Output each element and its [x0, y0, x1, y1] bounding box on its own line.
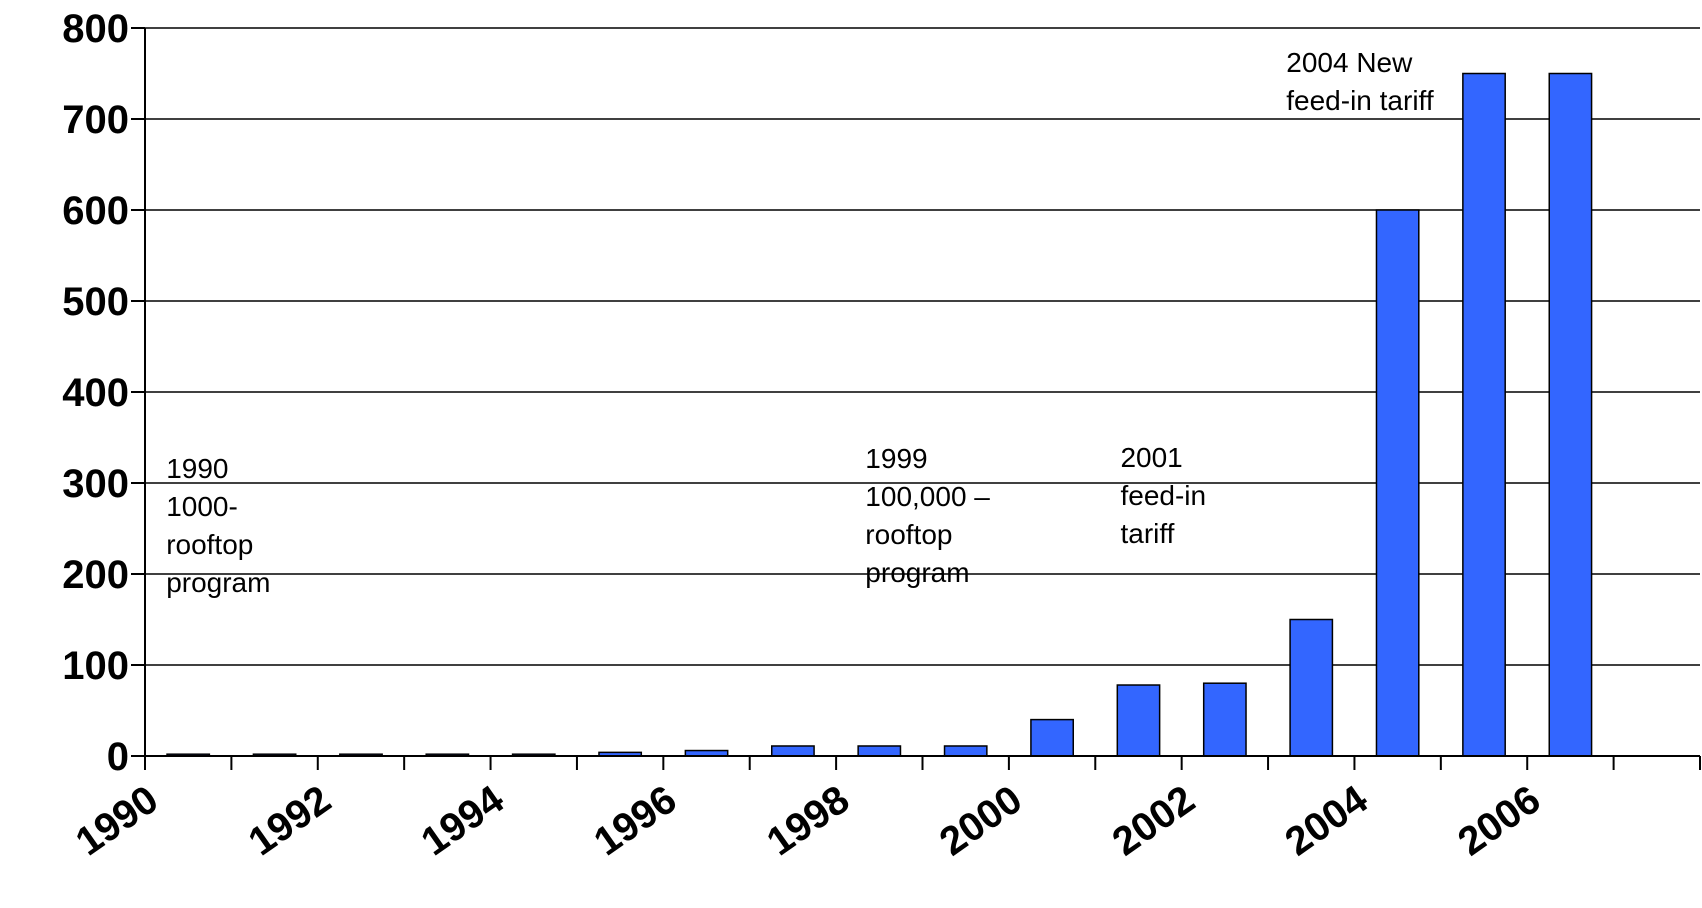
- annotation-line: 100,000 –: [865, 481, 990, 512]
- y-tick-labels: 0 100 200 300 400 500 600 700 800: [62, 7, 129, 779]
- annotation-line: 1990: [166, 453, 228, 484]
- bar-2003: [1289, 618, 1334, 757]
- x-tick-label: 2000: [932, 777, 1030, 864]
- y-tick-label: 500: [62, 280, 129, 324]
- x-tick-label: 1998: [759, 777, 857, 864]
- x-tick-label: 1996: [586, 777, 684, 864]
- x-tick-label: 1992: [241, 777, 339, 864]
- annotation-1998: 1999 100,000 – rooftop program: [865, 443, 990, 588]
- bar-2005: [1462, 72, 1506, 757]
- annotation-line: rooftop: [166, 529, 253, 560]
- annotation-line: 2001: [1120, 442, 1182, 473]
- x-tick-label: 2004: [1277, 777, 1376, 865]
- annotation-line: feed-in: [1120, 480, 1206, 511]
- y-tick-label: 700: [62, 98, 129, 142]
- annotation-1990: 1990 1000- rooftop program: [166, 453, 270, 598]
- annotation-2001: 2001 feed-in tariff: [1120, 442, 1206, 549]
- y-tick-label: 0: [107, 735, 129, 779]
- bar-1998: [857, 745, 902, 757]
- x-tick-label: 2002: [1105, 777, 1203, 864]
- bar-2000: [1030, 718, 1074, 757]
- x-tick-label: 1990: [68, 777, 166, 864]
- annotations: 1990 1000- rooftop program 1999 100,000 – roof…: [166, 47, 1434, 598]
- annotation-line: program: [166, 567, 270, 598]
- annotation-line: 2004 New: [1286, 47, 1413, 78]
- annotation-line: 1999: [865, 443, 927, 474]
- x-tick-label: 1994: [414, 777, 513, 865]
- y-tick-label: 300: [62, 462, 129, 506]
- x-tick-labels: 1990 1992 1994 1996 1998 2000 2002 2004 2006: [68, 777, 1548, 865]
- annotation-line: feed-in tariff: [1286, 85, 1434, 116]
- bar-1999: [943, 745, 988, 757]
- bar-1997: [771, 745, 815, 757]
- bars: [166, 72, 1593, 757]
- axes: [131, 27, 1701, 770]
- bar-2004: [1375, 209, 1420, 757]
- y-tick-label: 800: [62, 7, 129, 51]
- bar-2001: [1116, 684, 1161, 757]
- y-tick-label: 400: [62, 371, 129, 415]
- annotation-line: rooftop: [865, 519, 952, 550]
- gridlines: [145, 27, 1700, 757]
- annotation-line: tariff: [1120, 518, 1174, 549]
- bar-2002: [1202, 682, 1247, 757]
- y-tick-label: 200: [62, 553, 129, 597]
- annotation-line: program: [865, 557, 969, 588]
- y-tick-label: 100: [62, 644, 129, 688]
- annotation-2003: 2004 New feed-in tariff: [1286, 47, 1434, 116]
- y-tick-label: 600: [62, 189, 129, 233]
- bar-2006: [1548, 72, 1593, 757]
- x-tick-label: 2006: [1450, 777, 1548, 864]
- annotation-line: 1000-: [166, 491, 238, 522]
